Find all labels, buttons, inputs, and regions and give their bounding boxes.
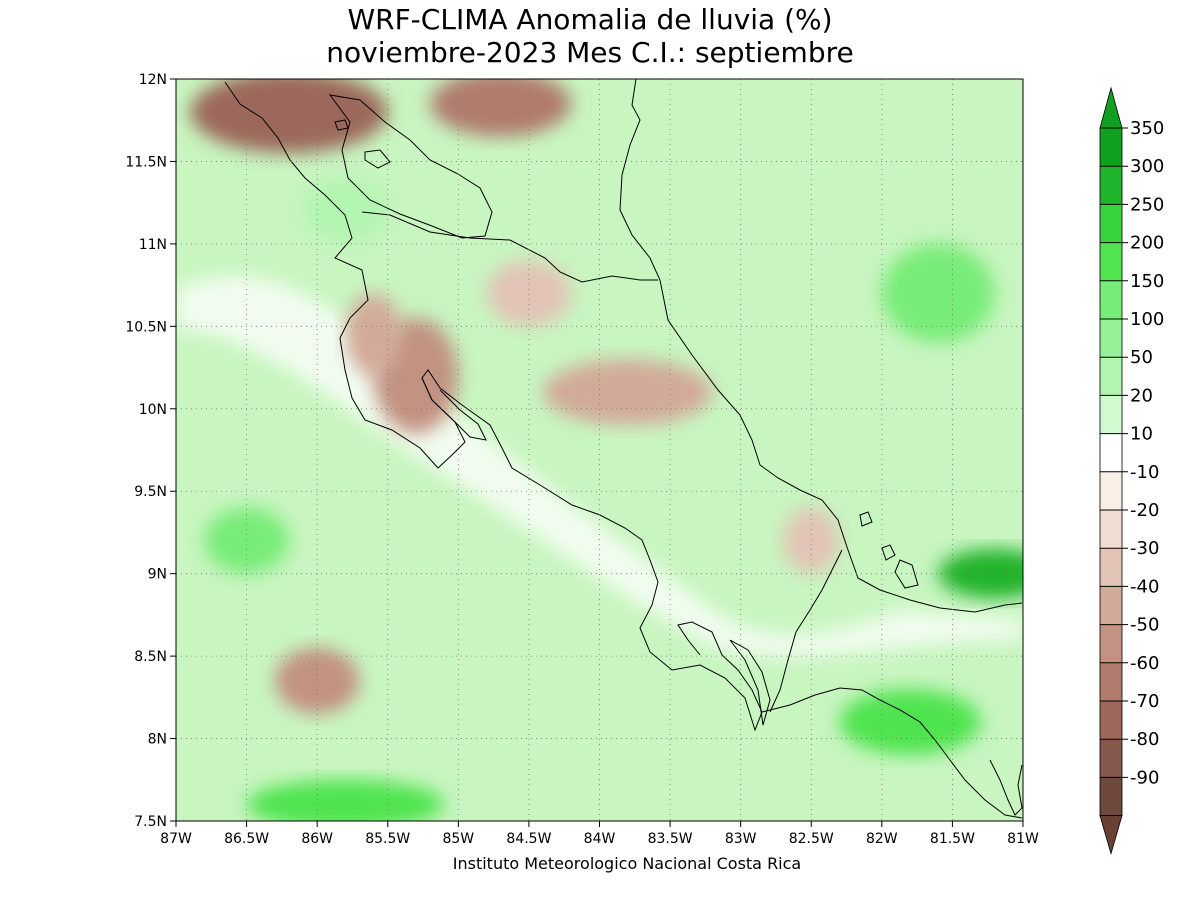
anomaly-region-13 bbox=[246, 779, 445, 821]
map-title-line2: noviembre-2023 Mes C.I.: septiembre bbox=[326, 36, 853, 69]
colorbar-swatch bbox=[1100, 510, 1122, 549]
colorbar-label: 150 bbox=[1130, 271, 1164, 292]
lake-nicaragua-outline bbox=[328, 94, 493, 239]
colorbar-swatch bbox=[1100, 357, 1122, 396]
anomaly-region-7 bbox=[274, 647, 360, 714]
lon-tick-label: 84.5W bbox=[506, 831, 551, 847]
anomaly-region-4 bbox=[543, 359, 713, 426]
lat-tick-label: 8.5N bbox=[134, 649, 167, 665]
lat-tick-label: 7.5N bbox=[134, 814, 167, 830]
lon-tick-label: 83W bbox=[725, 831, 757, 847]
map-title-line1: WRF-CLIMA Anomalia de lluvia (%) bbox=[347, 3, 832, 36]
lon-tick-label: 83.5W bbox=[648, 831, 693, 847]
colorbar-label: 20 bbox=[1130, 385, 1153, 406]
colorbar-label: -90 bbox=[1130, 767, 1159, 788]
colorbar-label: -70 bbox=[1130, 691, 1159, 712]
lat-tick-label: 12N bbox=[139, 72, 167, 88]
colorbar-swatch bbox=[1100, 777, 1122, 816]
lon-tick-label: 86.5W bbox=[224, 831, 269, 847]
colorbar-swatch bbox=[1100, 128, 1122, 167]
institution-credit: Instituto Meteorologico Nacional Costa R… bbox=[453, 854, 801, 873]
anomaly-region-5 bbox=[486, 260, 572, 327]
lat-tick-label: 11.5N bbox=[125, 154, 167, 170]
colorbar-swatch bbox=[1100, 701, 1122, 740]
lon-tick-label: 84W bbox=[584, 831, 616, 847]
lat-tick-label: 10N bbox=[139, 402, 167, 418]
coastline bbox=[224, 79, 1023, 819]
anomaly-field bbox=[176, 79, 1023, 821]
anomaly-region-10 bbox=[881, 243, 995, 343]
lake-island-outline bbox=[364, 149, 391, 169]
lon-tick-label: 86W bbox=[301, 831, 333, 847]
colorbar-label: 50 bbox=[1130, 347, 1153, 368]
anomaly-region-11 bbox=[938, 548, 1023, 599]
anomaly-region-3 bbox=[345, 293, 402, 376]
lat-tick-label: 8N bbox=[148, 732, 167, 748]
lon-tick-label: 81W bbox=[1007, 831, 1039, 847]
colorbar: 350 300 250 200 150 100 50 20 10 -10 -20 -30 -40 -50 -… bbox=[1099, 86, 1164, 856]
colorbar-swatch bbox=[1100, 662, 1122, 701]
lat-tick-label: 11N bbox=[139, 237, 167, 253]
colorbar-label: 300 bbox=[1130, 156, 1164, 177]
bocas-island-2 bbox=[881, 544, 896, 561]
anomaly-region-1 bbox=[430, 79, 572, 137]
nicoya-gulf-coastline bbox=[421, 377, 487, 441]
anomaly-region-0 bbox=[190, 79, 388, 154]
colorbar-swatch bbox=[1100, 204, 1122, 243]
bocas-island-1 bbox=[859, 511, 873, 527]
colorbar-label: -40 bbox=[1130, 576, 1159, 597]
colorbar-label: 250 bbox=[1130, 194, 1164, 215]
lat-tick-label: 9N bbox=[148, 567, 167, 583]
panama-peninsula-coastline bbox=[989, 759, 1023, 816]
lon-tick-label: 82.5W bbox=[789, 831, 834, 847]
colorbar-swatch bbox=[1100, 471, 1122, 510]
lake-islet-outline bbox=[334, 119, 349, 131]
colorbar-swatch bbox=[1100, 624, 1122, 663]
colorbar-label: -80 bbox=[1130, 729, 1159, 750]
colorbar-swatch bbox=[1100, 280, 1122, 319]
anomaly-region-9 bbox=[204, 507, 289, 574]
colorbar-swatch bbox=[1100, 319, 1122, 358]
lon-tick-label: 85W bbox=[442, 831, 474, 847]
colorbar-swatch bbox=[1100, 242, 1122, 281]
graticule bbox=[176, 79, 1023, 821]
axis-ticks: 7.5N 8N 8.5N 9N 9.5N 10N 10.5N 11N 11.5N 12N 87W 86… bbox=[125, 72, 1039, 847]
colorbar-label: -20 bbox=[1130, 500, 1159, 521]
colorbar-label: 100 bbox=[1130, 309, 1164, 330]
colorbar-swatch bbox=[1100, 739, 1122, 778]
colorbar-label: -50 bbox=[1130, 615, 1159, 636]
nicaragua-costarica-border bbox=[361, 211, 658, 283]
lon-tick-label: 87W bbox=[160, 831, 192, 847]
lon-tick-label: 82W bbox=[866, 831, 898, 847]
pacific-coastline bbox=[224, 81, 763, 732]
bocas-island-3 bbox=[894, 559, 919, 589]
lat-tick-label: 10.5N bbox=[125, 319, 167, 335]
panama-pacific-coastline bbox=[761, 687, 1023, 819]
anomaly-region-8 bbox=[303, 177, 388, 244]
colorbar-swatch bbox=[1100, 166, 1122, 205]
colorbar-frame bbox=[1099, 127, 1123, 816]
lon-tick-label: 81.5W bbox=[930, 831, 975, 847]
colorbar-swatch bbox=[1100, 433, 1122, 472]
colorbar-label: -30 bbox=[1130, 538, 1159, 559]
colorbar-top-arrow bbox=[1099, 86, 1123, 129]
colorbar-label: -60 bbox=[1130, 653, 1159, 674]
anomaly-region-6 bbox=[783, 507, 840, 574]
colorbar-swatch bbox=[1100, 395, 1122, 434]
caribbean-coastline bbox=[619, 79, 1023, 613]
colorbar-label: 350 bbox=[1130, 118, 1164, 139]
anomaly-region-12 bbox=[839, 689, 981, 756]
golfo-dulce-coastline bbox=[729, 639, 771, 726]
colorbar-label: 200 bbox=[1130, 233, 1164, 254]
colorbar-swatch bbox=[1100, 548, 1122, 587]
colorbar-label: -10 bbox=[1130, 462, 1159, 483]
lat-tick-label: 9.5N bbox=[134, 484, 167, 500]
map-panel: 7.5N 8N 8.5N 9N 9.5N 10N 10.5N 11N 11.5N 12N 87W 86… bbox=[125, 72, 1039, 847]
costarica-panama-border bbox=[769, 549, 843, 713]
colorbar-swatch bbox=[1100, 586, 1122, 625]
lon-tick-label: 85.5W bbox=[365, 831, 410, 847]
colorbar-label: 10 bbox=[1130, 424, 1153, 445]
colorbar-bottom-arrow bbox=[1099, 815, 1123, 856]
